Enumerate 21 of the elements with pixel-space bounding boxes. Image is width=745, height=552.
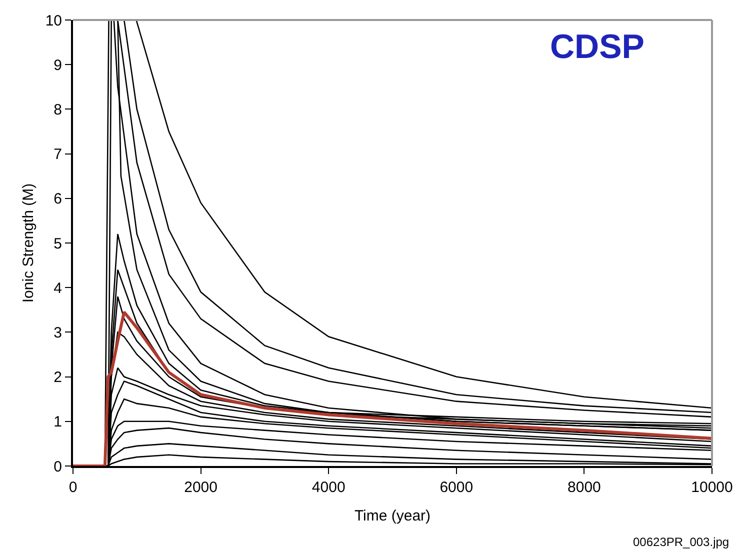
y-tick-label: 0: [54, 458, 62, 476]
x-tick-label: 6000: [440, 479, 474, 496]
x-tick-label: 2000: [184, 479, 218, 496]
y-tick-label: 1: [54, 414, 62, 431]
y-tick-label: 7: [54, 146, 62, 164]
y-tick-label: 8: [54, 101, 62, 118]
y-tick-label: 4: [54, 280, 62, 297]
x-axis-title: Time (year): [354, 508, 431, 524]
annotation: CDSP: [550, 28, 644, 66]
x-tick-label: 4000: [312, 479, 346, 496]
x-tick-label: 0: [68, 479, 78, 496]
x-tick-label: 8000: [568, 479, 601, 496]
y-tick-label: 3: [54, 324, 62, 342]
y-tick-label: 2: [54, 369, 62, 386]
y-axis-title: Ionic Strength (M): [20, 183, 38, 303]
text: 00623PR_003.jpg: [633, 535, 730, 549]
x-tick-label: 10000: [691, 479, 733, 496]
y-tick-label: 6: [54, 190, 62, 208]
y-tick-label: 9: [54, 56, 62, 74]
y-tick-label: 10: [45, 12, 62, 30]
y-tick-label: 5: [54, 235, 62, 252]
